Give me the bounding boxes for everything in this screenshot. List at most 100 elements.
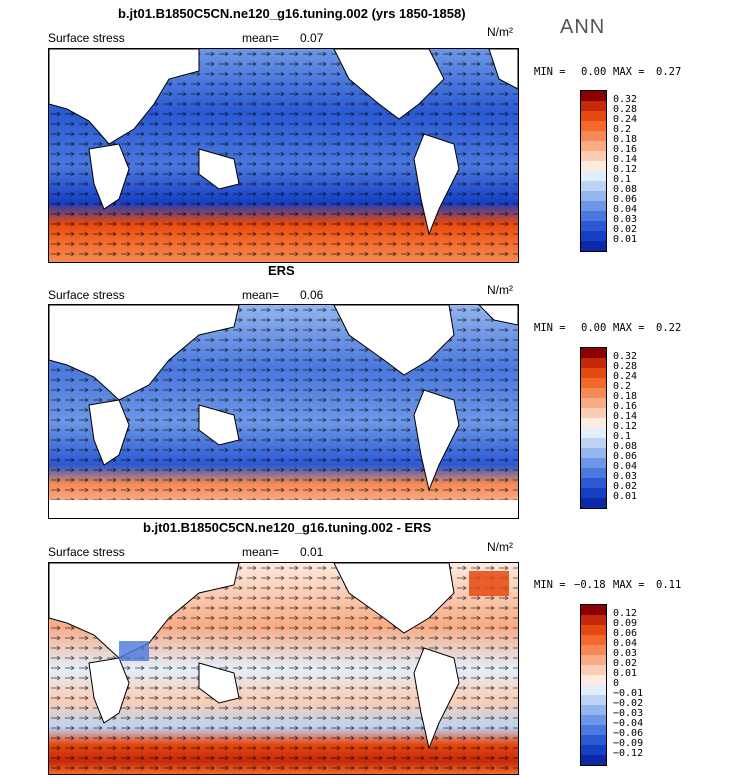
colorbar-tick-label: −0.04 [613,718,644,729]
colorbar-tick-label: 0.04 [613,204,638,215]
panel-1-map [48,48,519,263]
panel-1-variable: Surface stress [48,31,125,45]
colorbar-swatch [581,408,606,418]
colorbar-tick-label: 0.12 [613,164,638,175]
panel-1-mean-label: mean= [242,31,280,45]
colorbar-tick-label: 0.03 [613,471,638,482]
colorbar-tick-label: 0.2 [613,124,632,135]
panel-2-min-label: MIN = [534,322,566,334]
panel-3-variable: Surface stress [48,545,125,559]
colorbar-tick-label: 0.06 [613,194,638,205]
panel-3-min-value: −0.18 [574,579,606,591]
colorbar-swatch [581,348,606,358]
colorbar-tick-label: 0.04 [613,461,638,472]
colorbar-tick-label: −0.03 [613,708,644,719]
panel-3-title: b.jt01.B1850C5CN.ne120_g16.tuning.002 - … [143,520,432,535]
colorbar-tick-label: 0.24 [613,371,638,382]
colorbar-swatch [581,358,606,368]
panel-2-units: N/m² [487,283,513,297]
colorbar-swatch [581,685,606,695]
colorbar-tick-label: 0.02 [613,481,638,492]
colorbar-swatch [581,111,606,121]
panel-1-map-svg [49,49,518,262]
panel-2-max-value: 0.22 [656,322,682,334]
colorbar-swatch [581,101,606,111]
colorbar-tick-label: 0.1 [613,174,632,185]
panel-1-min-label: MIN = [534,66,566,78]
colorbar-tick-label: 0.14 [613,411,638,422]
panel-1-continents [49,49,518,236]
colorbar-swatch [581,745,606,755]
colorbar-tick-label: 0.06 [613,451,638,462]
colorbar-tick-label: −0.06 [613,728,644,739]
colorbar-tick-label: 0.12 [613,608,638,619]
colorbar-swatch [581,378,606,388]
colorbar-swatch [581,715,606,725]
colorbar-swatch [581,695,606,705]
colorbar-tick-label: 0.12 [613,421,638,432]
panel-2-map [48,304,519,519]
colorbar-swatch [581,655,606,665]
panel-3-max-label: MAX = [613,579,645,591]
colorbar-tick-label: 0.32 [613,351,638,362]
colorbar-swatch [581,735,606,745]
colorbar-tick-label: 0.16 [613,144,638,155]
colorbar-tick-label: 0 [613,678,620,689]
panel-3-continents [49,563,460,750]
panel-2-colorbar [580,347,607,509]
colorbar-tick-label: 0.08 [613,184,638,195]
panel-2-min-value: 0.00 [581,322,607,334]
colorbar-swatch [581,488,606,498]
colorbar-tick-label: −0.02 [613,698,644,709]
panel-3-min-label: MIN = [534,579,566,591]
panel-3-colorbar [580,604,607,766]
colorbar-tick-label: 0.14 [613,154,638,165]
colorbar-swatch [581,398,606,408]
panel-1-max-value: 0.27 [656,66,682,78]
colorbar-tick-label: 0.09 [613,618,638,629]
colorbar-tick-label: −0.01 [613,688,644,699]
colorbar-tick-label: 0.16 [613,401,638,412]
colorbar-tick-label: 0.06 [613,628,638,639]
panel-1-max-label: MAX = [613,66,645,78]
colorbar-tick-label: 0.32 [613,94,638,105]
colorbar-swatch [581,211,606,221]
colorbar-swatch [581,615,606,625]
colorbar-tick-label: 0.2 [613,381,632,392]
colorbar-swatch [581,91,606,101]
panel-1-colorbar [580,90,607,252]
panel-2-max-label: MAX = [613,322,645,334]
colorbar-swatch [581,468,606,478]
panel-2-mean-value: 0.06 [300,288,324,302]
panel-1-title: b.jt01.B1850C5CN.ne120_g16.tuning.002 (y… [118,6,466,21]
panel-3-max-value: 0.11 [656,579,682,591]
panel-3-mean-value: 0.01 [300,545,324,559]
colorbar-swatch [581,448,606,458]
season-label: ANN [560,16,606,38]
colorbar-swatch [581,161,606,171]
colorbar-swatch [581,675,606,685]
colorbar-tick-label: 0.04 [613,638,638,649]
colorbar-swatch [581,438,606,448]
panel-1-min-value: 0.00 [581,66,607,78]
colorbar-tick-label: 0.03 [613,648,638,659]
colorbar-tick-label: 0.02 [613,224,638,235]
colorbar-tick-label: −0.09 [613,738,644,749]
colorbar-swatch [581,478,606,488]
colorbar-swatch [581,241,606,251]
colorbar-swatch [581,368,606,378]
colorbar-swatch [581,635,606,645]
panel-2-map-svg [49,305,518,518]
colorbar-swatch [581,181,606,191]
panel-2-mean-label: mean= [242,288,280,302]
colorbar-tick-label: −0.12 [613,748,644,759]
colorbar-tick-label: 0.18 [613,134,638,145]
panel-2-variable: Surface stress [48,288,125,302]
colorbar-swatch [581,625,606,635]
colorbar-swatch [581,131,606,141]
colorbar-swatch [581,201,606,211]
colorbar-swatch [581,151,606,161]
colorbar-swatch [581,498,606,508]
colorbar-tick-label: 0.28 [613,361,638,372]
colorbar-tick-label: 0.01 [613,491,638,502]
